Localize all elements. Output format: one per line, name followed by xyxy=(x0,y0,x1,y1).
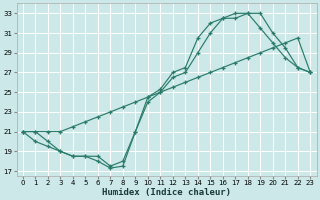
X-axis label: Humidex (Indice chaleur): Humidex (Indice chaleur) xyxy=(102,188,231,197)
